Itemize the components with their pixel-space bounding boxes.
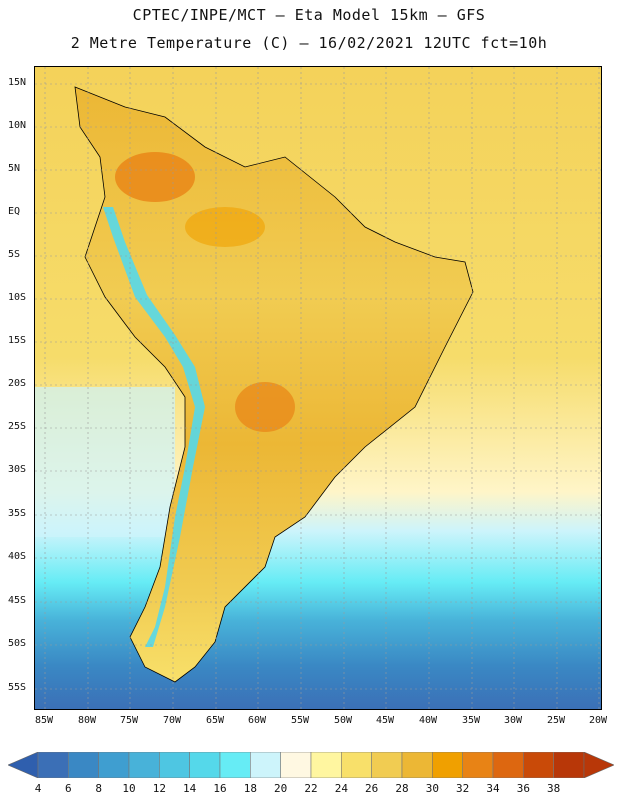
colorbar-label-34: 34 [486,782,500,795]
pacific-cool-band [35,387,175,537]
amazon-warm-area [185,207,265,247]
lon-label-60W: 60W [247,715,267,726]
colorbar-label-32: 32 [456,782,470,795]
colorbar-label-12: 12 [152,782,166,795]
colorbar-swatch [280,752,312,778]
colorbar-label-16: 16 [213,782,227,795]
colorbar-swatch [68,752,99,778]
map-title-line1: CPTEC/INPE/MCT – Eta Model 15km – GFS [132,6,486,24]
lat-label-10S: 10S [8,292,27,303]
colorbar-left-arrow [8,752,39,778]
colorbar-swatch [371,752,403,778]
temperature-colorbar [8,752,614,778]
map-panel [34,66,602,710]
venezuela-hot-area [115,152,195,202]
map-title-line2: 2 Metre Temperature (C) – 16/02/2021 12U… [70,34,548,52]
lon-label-55W: 55W [290,715,310,726]
lat-label-50S: 50S [8,638,27,649]
lat-label-25S: 25S [8,421,27,432]
lon-label-50W: 50W [333,715,353,726]
lon-label-45W: 45W [375,715,395,726]
colorbar-swatch [250,752,281,778]
colorbar-label-8: 8 [95,782,102,795]
lon-label-80W: 80W [77,715,97,726]
colorbar-label-30: 30 [425,782,439,795]
lat-label-5N: 5N [8,163,21,174]
lat-label-15N: 15N [8,77,27,88]
colorbar-label-26: 26 [365,782,379,795]
lat-label-40S: 40S [8,551,27,562]
lon-label-35W: 35W [461,715,481,726]
lat-label-35S: 35S [8,508,27,519]
colorbar-label-38: 38 [547,782,561,795]
lat-label-45S: 45S [8,595,27,606]
colorbar-swatch [492,752,524,778]
graticule [35,67,601,709]
colorbar-swatch [310,752,342,778]
temperature-field-map [35,67,601,709]
lat-label-20S: 20S [8,378,27,389]
colorbar-label-22: 22 [304,782,318,795]
colorbar-label-36: 36 [516,782,530,795]
colorbar-label-6: 6 [65,782,72,795]
colorbar-swatch [341,752,372,778]
colorbar-right-arrow [583,752,614,778]
colorbar-label-10: 10 [122,782,136,795]
chaco-hot-area [235,382,295,432]
lon-label-70W: 70W [162,715,182,726]
colorbar-swatch [98,752,130,778]
colorbar-label-14: 14 [183,782,197,795]
lat-label-EQ: EQ [8,206,21,217]
colorbar-swatch [219,752,251,778]
colorbar-swatch [462,752,494,778]
lat-label-30S: 30S [8,464,27,475]
colorbar-label-18: 18 [243,782,257,795]
colorbar-swatch [189,752,221,778]
lon-label-30W: 30W [503,715,523,726]
colorbar-swatch [401,752,433,778]
colorbar-swatch [128,752,160,778]
lon-label-85W: 85W [34,715,54,726]
colorbar-swatch [159,752,190,778]
colorbar-swatch [432,752,463,778]
colorbar-label-20: 20 [274,782,288,795]
lon-label-25W: 25W [546,715,566,726]
lat-label-5S: 5S [8,249,21,260]
lon-label-65W: 65W [205,715,225,726]
lon-label-40W: 40W [418,715,438,726]
andes-cold-strip [103,207,205,647]
lon-label-20W: 20W [588,715,608,726]
colorbar-label-24: 24 [334,782,348,795]
colorbar-label-28: 28 [395,782,409,795]
lat-label-15S: 15S [8,335,27,346]
colorbar-label-4: 4 [34,782,42,795]
colorbar-swatch [553,752,585,778]
lon-label-75W: 75W [119,715,139,726]
colorbar-swatch [37,752,69,778]
colorbar-swatch [523,752,554,778]
lat-label-55S: 55S [8,682,27,693]
lat-label-10N: 10N [8,120,27,131]
